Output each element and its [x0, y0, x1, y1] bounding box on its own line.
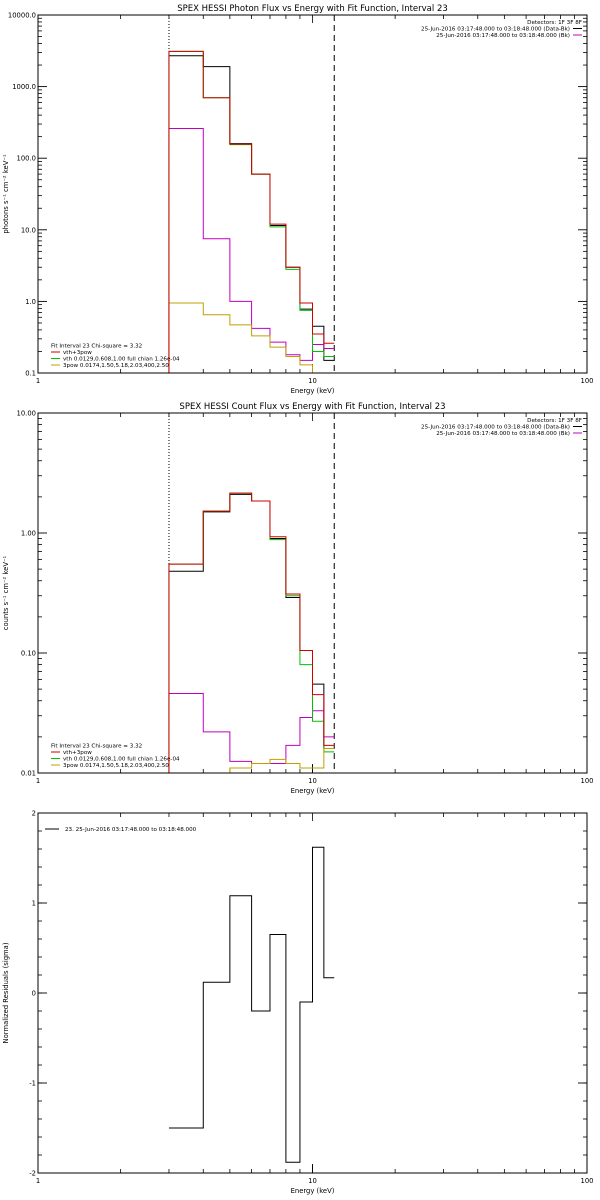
legend-entry: vth+3pow [63, 350, 92, 356]
y-tick-label: 0.1 [25, 370, 36, 378]
legend-entry: Detectors: 1F 3F 8F [527, 20, 582, 26]
axes-frame [37, 812, 588, 1174]
x-axis: 1 10 100 [36, 813, 594, 1185]
x-tick-label: 1 [36, 1177, 40, 1185]
y-tick-label: 1.0 [25, 298, 36, 306]
y-axis: 0.01 0.10 1.00 10.00 [17, 410, 587, 778]
legend-entry: 3pow 0.0174,1.50,5.18,2.03,400,2.50 [63, 363, 169, 369]
y-axis: -2 -1 0 1 2 [29, 810, 587, 1178]
series-data [168, 493, 335, 773]
series-vth [168, 492, 335, 773]
plot-area [168, 846, 335, 1163]
y-tick-label: -2 [29, 1170, 36, 1178]
x-tick-label: 100 [581, 1177, 594, 1185]
legend-entry: 25-Jun-2016 03:17:48.000 to 03:18:48.000… [436, 33, 570, 39]
x-tick-label: 1 [36, 777, 40, 785]
y-tick-label: 10.0 [21, 226, 36, 234]
legend-entry: 23. 25-Jun-2016 03:17:48.000 to 03:18:48… [65, 827, 197, 833]
y-tick-label: 2 [32, 810, 36, 818]
legend-entry: 25-Jun-2016 03:17:48.000 to 03:18:48.000… [436, 431, 570, 437]
series-pow [168, 302, 335, 373]
axes-frame [37, 412, 588, 774]
legend-top-left: 23. 25-Jun-2016 03:17:48.000 to 03:18:48… [45, 827, 197, 833]
series-data [168, 846, 335, 1163]
y-tick-label: 10.00 [17, 410, 36, 418]
y-tick-label: 0.01 [21, 770, 36, 778]
x-axis: 1 10 100 [36, 15, 594, 385]
chart-title: SPEX HESSI Count Flux vs Energy with Fit… [179, 402, 445, 412]
x-axis-label: Energy (keV) [291, 387, 335, 395]
x-tick-label: 100 [581, 777, 594, 785]
plot-area [168, 492, 335, 773]
x-tick-label: 10 [308, 777, 317, 785]
legend-entry: 25-Jun-2016 03:17:48.000 to 03:18:48.000… [421, 27, 570, 33]
x-axis-label: Energy (keV) [291, 1187, 335, 1195]
legend-bottom-left: Fit Interval 23 Chi-square = 3.32vth+3po… [51, 344, 180, 369]
x-axis: 1 10 100 [36, 413, 594, 785]
y-tick-label: 100.0 [17, 155, 36, 163]
legend-entry: vth 0.0129,0.608,1.00 full chian 1.26e-0… [63, 357, 180, 363]
y-tick-label: 0.10 [21, 650, 36, 658]
y-axis-label: Normalized Residuals (sigma) [2, 942, 10, 1043]
x-tick-label: 10 [308, 1177, 317, 1185]
legend-entry: Fit Interval 23 Chi-square = 3.32 [51, 744, 142, 750]
chart-panel-3: 1 10 100 Energy (keV) -2 -1 0 1 2 Normalized Resi… [2, 810, 593, 1196]
plot-area [168, 50, 335, 373]
y-tick-label: 1000.0 [12, 83, 36, 91]
legend-entry: vth 0.0129,0.608,1.00 full chian 1.26e-0… [63, 757, 180, 763]
x-axis-label: Energy (keV) [291, 787, 335, 795]
legend-entry: vth+3pow [63, 750, 92, 756]
x-tick-label: 1 [36, 377, 40, 385]
legend-entry: 25-Jun-2016 03:17:48.000 to 03:18:48.000… [421, 425, 570, 431]
series-bk [168, 692, 335, 773]
y-tick-label: 0 [32, 990, 36, 998]
legend-entry: 3pow 0.0174,1.50,5.18,2.03,400,2.50 [63, 763, 169, 769]
y-tick-label: -1 [29, 1080, 36, 1088]
y-tick-label: 1 [32, 900, 36, 908]
y-axis-label: photons s⁻¹ cm⁻² keV⁻¹ [2, 154, 10, 234]
x-tick-label: 100 [581, 377, 594, 385]
axes-frame [37, 14, 588, 374]
y-axis-label: counts s⁻¹ cm⁻² keV⁻¹ [2, 555, 10, 630]
legend-entry: Fit Interval 23 Chi-square = 3.32 [51, 344, 142, 350]
y-tick-label: 1.00 [21, 530, 36, 538]
y-tick-label: 10000.0 [8, 12, 36, 20]
legend-entry: Detectors: 1F 3F 8F [527, 418, 582, 424]
chart-panel-1: SPEX HESSI Photon Flux vs Energy with Fi… [2, 4, 593, 395]
series-total [168, 492, 335, 773]
legend-bottom-left: Fit Interval 23 Chi-square = 3.32vth+3po… [51, 744, 180, 769]
chart-title: SPEX HESSI Photon Flux vs Energy with Fi… [177, 4, 448, 14]
x-tick-label: 10 [308, 377, 317, 385]
series-pow [168, 748, 335, 773]
y-axis: 0.1 1.0 10.0 100.0 1000.0 10000.0 [8, 12, 587, 378]
chart-panel-2: SPEX HESSI Count Flux vs Energy with Fit… [2, 402, 593, 795]
series-total [168, 50, 335, 373]
